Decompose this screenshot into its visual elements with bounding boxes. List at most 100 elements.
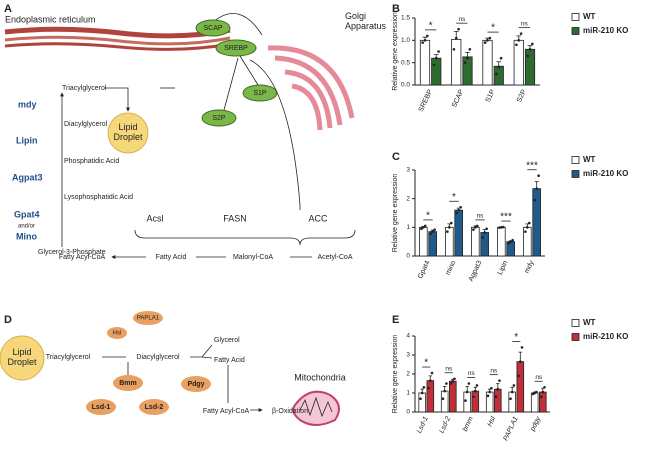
y-tick-label: 1 xyxy=(406,224,410,231)
legend-swatch xyxy=(571,170,580,178)
significance-label: ns xyxy=(521,20,529,27)
data-point xyxy=(526,226,529,229)
data-point xyxy=(475,224,479,228)
data-point xyxy=(519,360,522,363)
x-tick-label: PAPLA1 xyxy=(502,416,519,443)
data-point xyxy=(472,395,475,399)
label: Lsd-1 xyxy=(92,404,111,411)
data-point xyxy=(459,205,462,209)
label: Diacylglycerol xyxy=(64,121,108,128)
label: SCAP xyxy=(203,25,222,32)
data-point xyxy=(464,399,467,402)
y-tick-label: 3 xyxy=(406,352,410,359)
label: Fatty Acyl-CoA xyxy=(203,408,250,415)
bar xyxy=(440,390,449,413)
significance-label: * xyxy=(429,21,433,32)
bar xyxy=(508,391,516,413)
data-point xyxy=(531,42,534,46)
protein xyxy=(139,399,169,415)
label: mdy xyxy=(18,99,37,109)
bar xyxy=(539,391,547,413)
data-point xyxy=(520,346,524,349)
data-point xyxy=(448,226,451,229)
golgi xyxy=(267,45,355,131)
significance-label: ns xyxy=(535,374,543,381)
data-point xyxy=(501,225,505,229)
data-point xyxy=(467,382,471,385)
legend-label: miR-210 KO xyxy=(583,26,628,35)
protein xyxy=(107,327,127,339)
bar xyxy=(532,188,541,257)
label: S1P xyxy=(253,90,267,97)
x-tick-label: Lipin xyxy=(497,260,510,276)
bar xyxy=(480,232,489,257)
label: Agpat3 xyxy=(12,172,43,182)
data-point xyxy=(509,240,512,243)
x-tick-label: SCAP xyxy=(451,88,466,109)
label: Lipid Droplet xyxy=(7,347,37,367)
arrow xyxy=(249,59,301,210)
bar xyxy=(524,48,536,86)
data-point xyxy=(533,198,537,202)
data-point xyxy=(449,221,453,225)
y-tick-label: 0.5 xyxy=(401,59,410,66)
label: Acsl xyxy=(146,213,163,223)
label: Fatty Acyl-CoA xyxy=(59,254,106,261)
y-tick-label: 0 xyxy=(406,253,410,260)
bar xyxy=(462,56,473,86)
label: Lysophosphatidic Acid xyxy=(64,194,133,201)
panel-letter: D xyxy=(4,314,12,326)
arrow xyxy=(223,55,259,111)
legend-label: WT xyxy=(583,155,596,164)
data-point xyxy=(509,397,512,401)
significance-label: * xyxy=(426,211,430,222)
label: PAPLA1 xyxy=(137,316,160,322)
data-point xyxy=(423,224,427,228)
x-tick-label: Agpat3 xyxy=(468,260,484,283)
protein xyxy=(215,39,257,57)
arrow xyxy=(102,344,262,410)
data-point xyxy=(490,386,493,390)
label: Fatty Acid xyxy=(156,254,187,261)
label: β-Oxidation xyxy=(272,408,308,415)
legend-swatch xyxy=(571,27,580,35)
x-tick-label: Hsl xyxy=(487,415,498,428)
data-point xyxy=(535,187,538,190)
bar xyxy=(428,231,437,257)
data-point xyxy=(443,389,447,393)
data-point xyxy=(481,236,485,239)
y-tick-label: 0 xyxy=(406,409,410,416)
bar xyxy=(494,388,502,413)
data-point xyxy=(449,382,453,385)
protein xyxy=(181,376,211,392)
bar xyxy=(454,209,463,257)
y-axis-label: Relative gene expression xyxy=(392,12,399,91)
data-point xyxy=(454,36,458,40)
data-point xyxy=(423,39,427,42)
data-point xyxy=(517,374,520,378)
data-point xyxy=(483,231,486,234)
x-tick-label: mdy xyxy=(524,259,536,274)
data-point xyxy=(421,41,424,44)
significance-label: ns xyxy=(477,213,485,220)
bar xyxy=(431,57,442,86)
data-point xyxy=(457,208,460,212)
data-point xyxy=(432,63,436,67)
label: Acetyl-CoA xyxy=(317,254,352,261)
data-point xyxy=(524,230,527,233)
data-point xyxy=(526,54,529,58)
legend-label: miR-210 KO xyxy=(583,169,628,178)
x-tick-label: S1P xyxy=(485,88,497,103)
significance-label: * xyxy=(491,23,495,34)
y-tick-label: 2 xyxy=(406,371,410,378)
protein xyxy=(86,399,116,415)
x-tick-label: Lsd-2 xyxy=(438,416,452,435)
label: Lipid Droplet xyxy=(113,122,143,142)
diagram-d-labels: Lipid Droplet Triacylglycerol Diacylglyce… xyxy=(7,316,345,415)
y-axis-label: Relative gene expression xyxy=(392,174,399,253)
data-point xyxy=(422,386,426,389)
diagram-a-labels: Endoplasmic reticulum SCAP SREBP Golgi Ap… xyxy=(5,11,387,260)
data-point xyxy=(446,230,449,233)
label: Gpat4 xyxy=(14,209,40,219)
bar xyxy=(493,65,504,86)
